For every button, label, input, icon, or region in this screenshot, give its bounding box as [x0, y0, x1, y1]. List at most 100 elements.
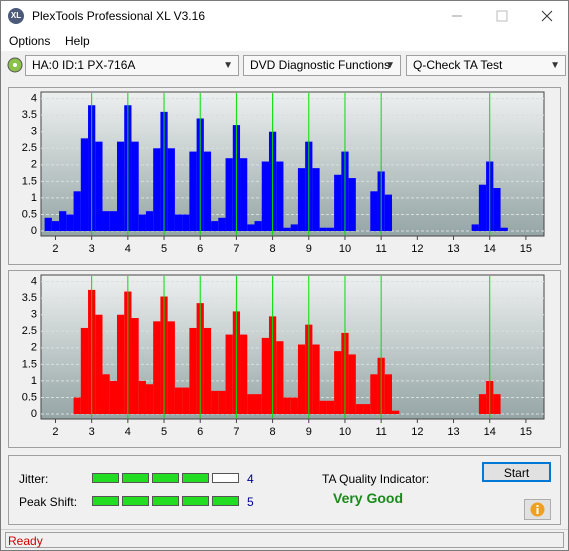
- bar: [145, 211, 154, 232]
- ta-quality: Very Good: [333, 490, 404, 506]
- x-tick-label: 4: [125, 243, 131, 255]
- bar: [297, 168, 306, 232]
- bar: [102, 374, 110, 415]
- window-title: PlexTools Professional XL V3.16: [32, 9, 205, 23]
- window-controls[interactable]: [441, 1, 568, 31]
- x-tick-label: 13: [447, 426, 459, 438]
- bar: [392, 410, 400, 415]
- info-button[interactable]: [524, 499, 551, 520]
- bar: [276, 161, 284, 232]
- x-tick-label: 9: [306, 243, 312, 255]
- title-bar: XL PlexTools Professional XL V3.16: [1, 1, 568, 31]
- bar: [493, 188, 501, 232]
- test-select[interactable]: Q-Check TA Test ▼: [406, 55, 566, 76]
- bar: [80, 138, 89, 232]
- bar: [225, 158, 233, 232]
- y-tick-label: 0: [31, 225, 37, 237]
- menu-item[interactable]: Help: [65, 34, 90, 48]
- y-tick-label: 2.5: [22, 142, 37, 154]
- x-tick-label: 6: [197, 426, 203, 438]
- y-tick-label: 2: [31, 342, 37, 354]
- bar: [261, 161, 269, 232]
- x-tick-label: 15: [520, 426, 532, 438]
- bar: [189, 151, 197, 232]
- x-tick-label: 12: [411, 426, 423, 438]
- bar: [290, 397, 298, 415]
- bar: [182, 387, 190, 415]
- info-icon: [530, 502, 545, 517]
- peak-shift-label: Peak Shift:: [19, 495, 78, 509]
- x-tick-label: 10: [339, 426, 351, 438]
- bar: [73, 191, 81, 232]
- y-tick-label: 3.5: [22, 292, 37, 304]
- y-tick-label: 1: [31, 192, 37, 204]
- menu-item[interactable]: Options: [9, 34, 51, 48]
- drive-select[interactable]: HA:0 ID:1 PX-716A ▼: [25, 55, 239, 76]
- bar: [240, 334, 248, 415]
- x-tick-label: 11: [375, 426, 386, 438]
- bar: [254, 221, 262, 232]
- bar: [478, 394, 487, 415]
- bar: [363, 404, 371, 415]
- jitter-label: Jitter:: [19, 472, 49, 486]
- ta-quality-label: TA Quality Indicator:: [322, 472, 430, 486]
- x-tick-label: 11: [375, 243, 386, 255]
- bar: [95, 314, 103, 415]
- bar: [44, 217, 52, 232]
- bar: [211, 390, 219, 415]
- bar: [174, 387, 183, 415]
- meter-segment: [92, 496, 119, 506]
- bar: [211, 221, 219, 232]
- start-button[interactable]: Start: [482, 462, 551, 482]
- bar: [283, 227, 291, 232]
- bar: [283, 397, 291, 415]
- bar: [102, 211, 110, 232]
- bar: [370, 191, 378, 232]
- bar: [138, 214, 146, 232]
- y-tick-label: 4: [31, 93, 37, 105]
- x-tick-label: 5: [161, 426, 167, 438]
- x-tick-label: 12: [411, 243, 423, 255]
- bar: [203, 151, 212, 232]
- results-panel: Jitter: 4 Peak Shift: 5 TA Quality Indic…: [8, 455, 561, 525]
- status-bar: Ready: [1, 529, 568, 550]
- drive-text: HA:0 ID:1 PX-716A: [32, 58, 136, 72]
- bar: [493, 394, 501, 415]
- x-tick-label: 3: [89, 243, 95, 255]
- x-tick-label: 4: [125, 426, 131, 438]
- x-tick-label: 7: [233, 243, 239, 255]
- close[interactable]: [541, 10, 553, 22]
- bar: [153, 148, 161, 232]
- x-tick-label: 14: [484, 426, 496, 438]
- bar: [384, 374, 393, 415]
- app-icon: XL: [8, 8, 24, 24]
- meter-segment: [212, 473, 239, 483]
- bar: [247, 224, 255, 232]
- meter-segment: [122, 496, 149, 506]
- x-tick-label: 3: [89, 426, 95, 438]
- meter-segment: [152, 496, 179, 506]
- bar: [326, 400, 335, 415]
- bar: [384, 194, 393, 232]
- y-tick-label: 1: [31, 375, 37, 387]
- bar: [500, 227, 508, 232]
- x-tick-label: 15: [520, 243, 532, 255]
- bar: [167, 321, 175, 415]
- maximize[interactable]: [496, 10, 508, 22]
- bar: [290, 224, 298, 232]
- bar: [95, 141, 103, 232]
- jitter-value: 4: [247, 472, 254, 486]
- drive-icon: [7, 57, 23, 73]
- bar: [478, 184, 487, 232]
- bar: [355, 404, 364, 415]
- x-tick-label: 6: [197, 243, 203, 255]
- chart: 0 0.5 1 1.5 2 2.5 3 3.5 4 2 3 4 5 6 7 8 9 10 11 12 13 14 15: [22, 274, 545, 438]
- y-tick-label: 2.5: [22, 325, 37, 337]
- function-select[interactable]: DVD Diagnostic Functions ▼: [243, 55, 401, 76]
- bar: [218, 390, 226, 415]
- meter-segment: [152, 473, 179, 483]
- x-tick-label: 8: [270, 243, 276, 255]
- bar: [73, 397, 81, 415]
- bar: [116, 314, 125, 415]
